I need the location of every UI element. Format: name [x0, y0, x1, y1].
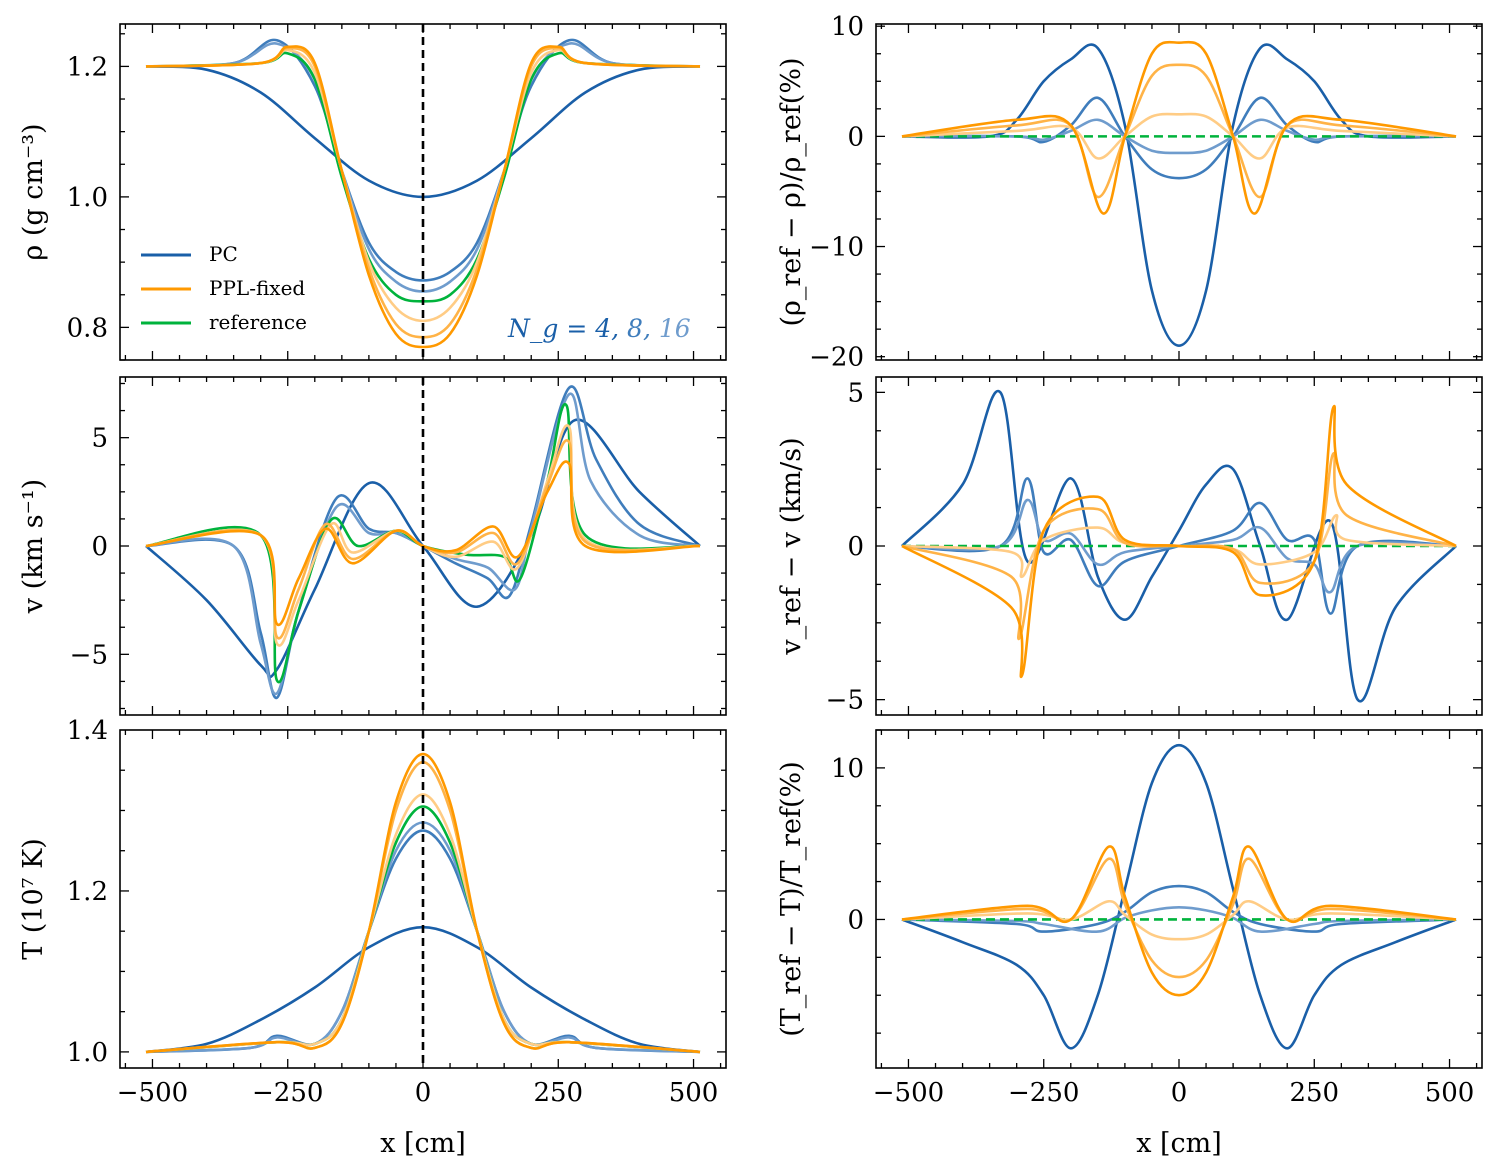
series-group [901, 389, 1457, 703]
y-tick-label: 0 [847, 122, 864, 152]
legend-label: PC [209, 242, 238, 266]
plot-frame [119, 729, 727, 1069]
y-axis-label: T (10⁷ K) [18, 838, 49, 960]
plot-frame [875, 23, 1483, 361]
y-tick-label: 0 [91, 532, 108, 562]
series-line-pc-ng16 [145, 392, 701, 696]
series-line-pc-ng4 [145, 418, 701, 679]
series-line-pc-ng16 [901, 118, 1457, 155]
y-tick-label: 10 [831, 12, 864, 42]
y-tick-label: −5 [826, 686, 864, 716]
series-line-pc-ng16 [901, 906, 1457, 933]
plot-frame [119, 23, 727, 361]
series-group [145, 38, 701, 349]
ng-label: N_g = [507, 314, 595, 343]
plot-frame [119, 376, 727, 716]
x-axis-label: x [cm] [380, 1128, 466, 1159]
y-axis-label: v_ref − v (km/s) [776, 437, 807, 655]
y-tick-label: 5 [91, 424, 108, 454]
plot-frame [875, 729, 1483, 1069]
series-line-ppl-fixed-ng16 [145, 793, 701, 1054]
series-line-ppl-fixed-ng4 [901, 404, 1457, 679]
legend-label: reference [209, 310, 307, 334]
x-tick-label: −500 [873, 1078, 944, 1108]
series-line-ppl-fixed-ng8 [901, 857, 1457, 979]
x-tick-label: 250 [533, 1078, 583, 1108]
series-line-ppl-fixed-ng4 [145, 45, 701, 349]
legend-label: PPL-fixed [209, 276, 305, 300]
y-axis-label: (T_ref − T)/T_ref(%) [776, 761, 807, 1036]
series-line-ppl-fixed-ng4 [901, 845, 1457, 997]
ng-value: 16 [659, 314, 691, 343]
panel-rho_err: −20 −10 0 10 (ρ_ref − ρ)/ρ_ref(%) [776, 12, 1483, 373]
y-tick-label: 5 [847, 378, 864, 408]
x-tick-label: 500 [669, 1078, 719, 1108]
panel-v_err: −5 0 5 v_ref − v (km/s) [776, 376, 1483, 716]
y-tick-label: −5 [70, 640, 108, 670]
y-tick-label: 1.2 [67, 52, 108, 82]
series-line-pc-ng8 [145, 829, 701, 1054]
y-tick-label: 0.8 [67, 313, 108, 343]
x-tick-label: 0 [1171, 1078, 1188, 1108]
series-line-pc-ng8 [901, 884, 1457, 933]
x-tick-label: 500 [1425, 1078, 1475, 1108]
x-tick-label: −500 [117, 1078, 188, 1108]
series-line-ppl-fixed-ng4 [145, 752, 701, 1054]
y-axis-label: (ρ_ref − ρ)/ρ_ref(%) [776, 57, 807, 326]
x-tick-label: 250 [1289, 1078, 1339, 1108]
series-line-ppl-fixed-ng4 [145, 460, 701, 627]
y-tick-label: 1.2 [67, 877, 108, 907]
series-line-pc-ng4 [901, 43, 1457, 347]
series-line-pc-ng8 [901, 96, 1457, 180]
series-line-ppl-fixed-ng16 [901, 112, 1457, 160]
series-line-ppl-fixed-ng4 [901, 40, 1457, 215]
y-tick-label: 0 [847, 905, 864, 935]
panel-rho: 0.8 1.0 1.2 ρ (g cm⁻³) [18, 23, 727, 361]
panel-T_err: 0 10 −500 −250 0 250 500 (T_ref − T)/T_ref(%)x … [776, 729, 1483, 1159]
y-tick-label: 1.0 [67, 1038, 108, 1068]
series-group [145, 385, 701, 700]
y-tick-label: 1.4 [67, 716, 108, 746]
legend: PC PPL-fixed reference [141, 242, 307, 334]
x-tick-label: −250 [252, 1078, 323, 1108]
plot-frame [875, 376, 1483, 716]
y-tick-label: 1.0 [67, 183, 108, 213]
panel-T: 1.0 1.2 1.4 −500 −250 0 250 500 T (10⁷ K) x [cm] [18, 716, 727, 1159]
ng-value: 4, [594, 314, 627, 343]
panel-v: −5 0 5 v (km s⁻¹) [18, 376, 727, 716]
y-tick-label: 10 [831, 754, 864, 784]
x-axis-label: x [cm] [1136, 1128, 1222, 1159]
series-line-pc-ng4 [901, 389, 1457, 703]
x-tick-label: −250 [1008, 1078, 1079, 1108]
ng-value: 8, [627, 314, 659, 343]
y-tick-label: −20 [809, 343, 864, 373]
ng-annotation: N_g = 4, 8, 16 [507, 314, 691, 343]
x-tick-label: 0 [415, 1078, 432, 1108]
series-group [901, 743, 1457, 1050]
y-axis-label: v (km s⁻¹) [18, 479, 49, 614]
y-axis-label: ρ (g cm⁻³) [18, 123, 49, 260]
series-group [901, 40, 1457, 347]
y-tick-label: 0 [847, 532, 864, 562]
series-line-pc-ng4 [901, 743, 1457, 1050]
y-tick-label: −10 [809, 233, 864, 263]
series-line-ppl-fixed-ng16 [901, 899, 1457, 941]
series-line-ppl-fixed-ng16 [145, 48, 701, 323]
